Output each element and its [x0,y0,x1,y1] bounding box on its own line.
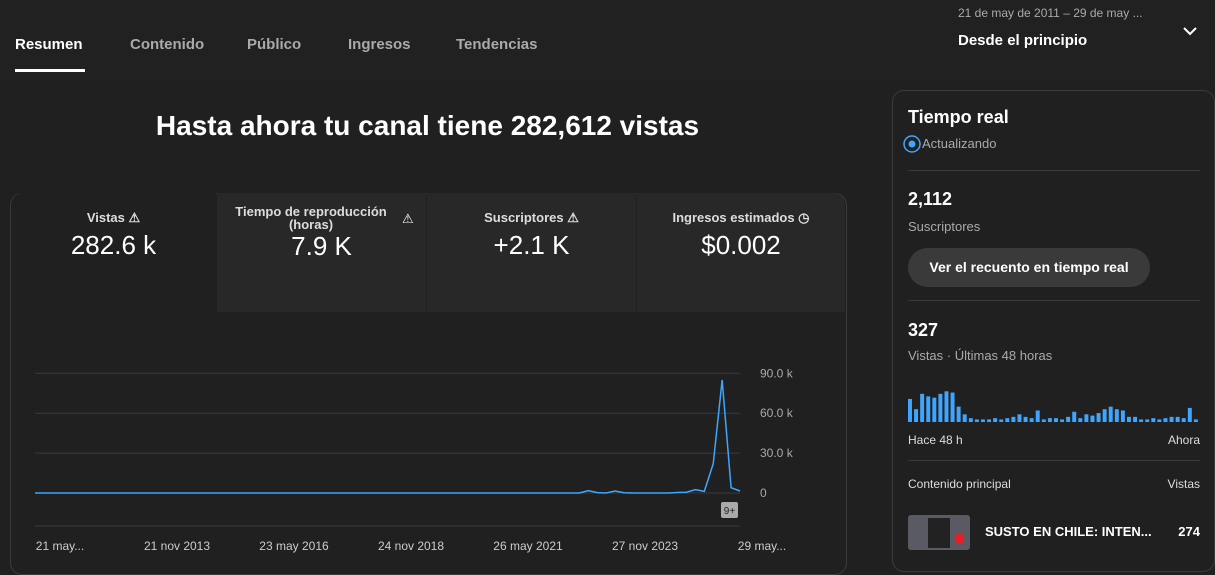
status: Actualizando [922,136,996,151]
bar [975,419,979,422]
bar [1151,418,1155,422]
chevron[interactable] [1182,26,1198,38]
bar [1176,417,1180,422]
bar [926,396,930,422]
content-title[interactable]: SUSTO EN CHILE: INTEN... [985,524,1152,539]
bar [1164,418,1168,422]
bar [1078,418,1082,422]
bar [938,394,942,422]
bar [1060,419,1064,422]
realtime-title: Tiempo real [908,107,1009,128]
bar [1030,418,1034,422]
y-tick-label: 60.0 k [760,406,794,420]
bar [1115,409,1119,422]
realtime-button[interactable]: Ver el recuento en tiempo real [908,248,1150,287]
top-content-metric: Vistas [1168,477,1200,491]
bar [1091,416,1095,422]
views-label: Vistas · Últimas 48 horas [908,348,1052,363]
page: Resumen Contenido Público Ingresos Tende… [0,0,1215,557]
content-views: 274 [1178,524,1200,539]
bar [1109,407,1113,422]
bar [1127,417,1131,422]
y-tick-label: 30.0 k [760,446,794,460]
bar [1182,418,1186,422]
date-range[interactable]: 21 de may de 2011 – 29 de may ... [958,6,1143,20]
line [35,380,740,493]
divider [908,170,1200,171]
bar [1011,417,1015,422]
bar [981,419,985,422]
date-label[interactable]: Desde el principio [958,32,1087,49]
bar [1103,409,1107,422]
y-tick-label: 0 [760,486,767,500]
end-label: Ahora [1168,433,1200,447]
x-tick-label: 24 nov 2018 [378,539,444,553]
divider [908,460,1200,461]
bar [1097,413,1101,422]
bar [963,414,967,422]
bar [1139,419,1143,422]
bar [1133,417,1137,422]
subscriber-count: 2,112 [908,189,952,210]
bar [932,398,936,422]
divider [908,300,1200,301]
bar [1018,414,1022,422]
x-tick-label: 21 nov 2013 [144,539,210,553]
x-tick-label: 26 may 2021 [493,539,563,553]
bar [1188,408,1192,422]
bar [1054,418,1058,422]
bar [1036,410,1040,422]
x-tick-label: 29 may... [738,539,786,553]
bar [1194,419,1198,422]
bar [999,419,1003,422]
bar [969,418,973,422]
top-content-label: Contenido principal [908,477,1011,491]
bar [1157,419,1161,422]
bar [951,393,955,422]
bar [993,418,997,422]
bar [1066,417,1070,422]
bar [914,409,918,422]
thumbnail[interactable] [908,515,970,550]
bar [920,394,924,422]
bar [1048,418,1052,422]
badge: 9+ [724,506,736,517]
bar [1024,417,1028,422]
realtime-panel [892,90,1215,572]
start-label: Hace 48 h [908,433,963,447]
subscriber-label: Suscriptores [908,219,980,234]
x-tick-label: 27 nov 2023 [612,539,678,553]
live-icon [902,134,922,154]
realtime-bar-chart [905,380,1205,430]
bar [1145,419,1149,422]
bar [1121,410,1125,422]
bar [987,419,991,422]
y-tick-label: 90.0 k [760,366,794,380]
x-tick-label: 23 may 2016 [259,539,329,553]
x-tick-label: 21 may... [36,539,84,553]
views-count: 327 [908,320,938,341]
bar [1084,414,1088,422]
views-chart: 0 30.0 k 60.0 k 90.0 k 21 may... 21 nov 2013 2… [0,0,860,557]
bar [957,407,961,422]
bar [1072,412,1076,422]
bar [945,391,949,422]
bar [1042,419,1046,422]
bar [908,399,912,422]
bar [1170,417,1174,422]
bar [1005,418,1009,422]
